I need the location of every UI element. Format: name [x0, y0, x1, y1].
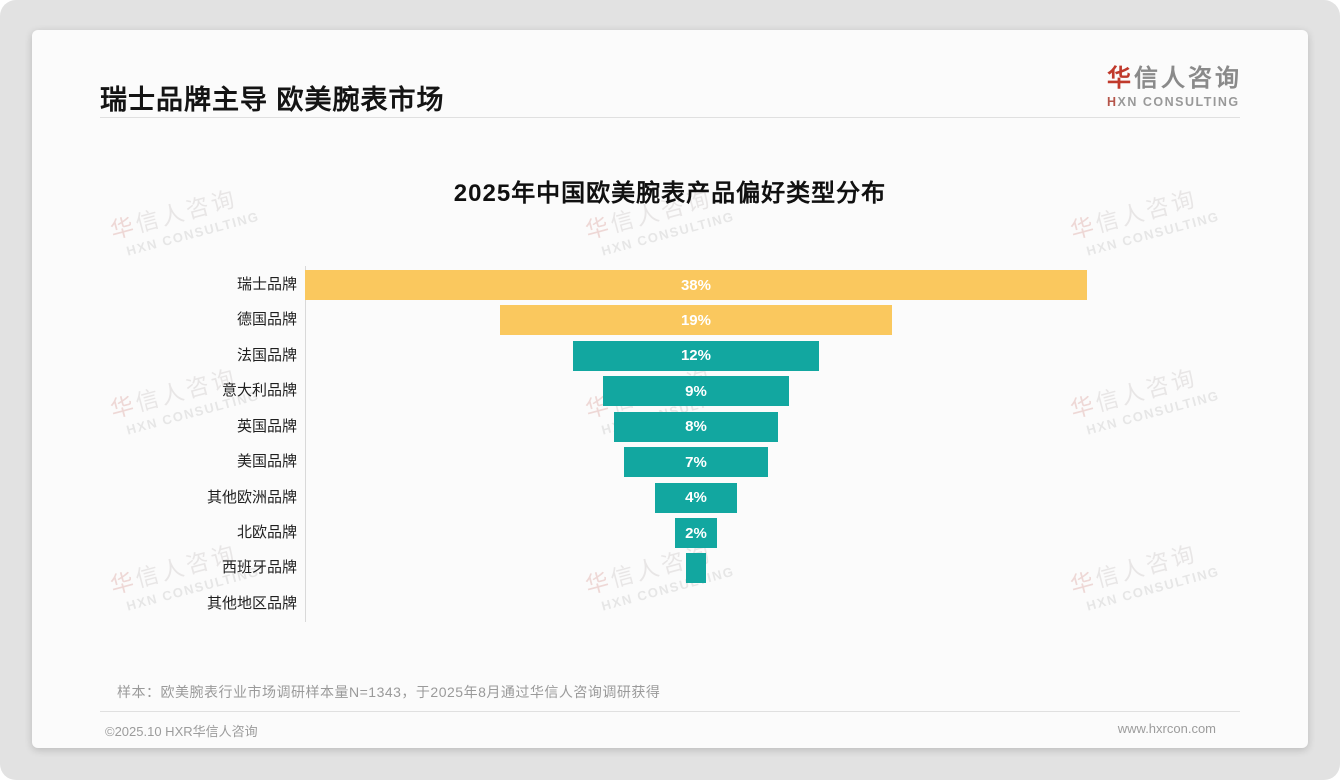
- funnel-chart: 瑞士品牌 38% 德国品牌 19% 法国品牌 12% 意大利品牌 9% 英国品牌 8% 美国品牌 7%…: [32, 30, 1308, 748]
- chart-row: 德国品牌 19%: [32, 305, 1308, 336]
- category-label: 北欧品牌: [236, 524, 297, 541]
- category-label: 西班牙品牌: [221, 559, 297, 577]
- bar-value-label: 8%: [685, 418, 707, 436]
- chart-axis-line: [305, 266, 306, 622]
- copyright-text: ©2025.10 HXR华信人咨询: [105, 724, 258, 739]
- bar-value-label: 9%: [685, 382, 707, 400]
- chart-row: 瑞士品牌 38%: [32, 270, 1308, 300]
- funnel-bar: 12%: [572, 340, 820, 371]
- chart-title: 2025年中国欧美腕表产品偏好类型分布: [453, 180, 887, 207]
- category-label: 其他地区品牌: [206, 594, 297, 612]
- bar-value-label: 38%: [680, 276, 711, 294]
- company-logo: 华信人咨询 HXN CONSULTING: [1107, 58, 1242, 109]
- sample-note: 样本：欧美腕表行业市场调研样本量N=1343，于2025年8月通过华信人咨询调研…: [117, 684, 661, 700]
- chart-row: 美国品牌 7%: [32, 447, 1308, 478]
- category-label: 瑞士品牌: [236, 276, 297, 293]
- bar-value-label: 2%: [685, 524, 707, 542]
- category-label: 意大利品牌: [221, 382, 297, 400]
- header-divider: [100, 117, 1240, 118]
- bar-value-label: 7%: [685, 453, 707, 471]
- website-text: www.hxrcon.com: [1117, 721, 1216, 736]
- category-label: 其他欧洲品牌: [206, 488, 297, 506]
- bar-value-label: 12%: [680, 347, 711, 365]
- bar-value-label: 4%: [685, 489, 707, 507]
- chart-row: 英国品牌 8%: [32, 411, 1308, 442]
- page-title: 瑞士品牌主导 欧美腕表市场: [100, 85, 445, 115]
- chart-row: 其他地区品牌: [32, 589, 1308, 619]
- bar-value-label: 19%: [680, 311, 711, 329]
- footer-divider: [100, 711, 1240, 712]
- category-label: 美国品牌: [236, 453, 297, 471]
- category-label: 德国品牌: [236, 311, 297, 329]
- logo-zh-text: 华信人咨询: [1107, 65, 1242, 92]
- funnel-bar: 7%: [623, 447, 769, 478]
- chart-row: 西班牙品牌: [32, 553, 1308, 584]
- funnel-bar: [685, 553, 707, 584]
- funnel-bar: 38%: [304, 270, 1087, 300]
- funnel-bar: 4%: [654, 482, 738, 513]
- chart-row: 法国品牌 12%: [32, 340, 1308, 371]
- funnel-bar: 8%: [613, 411, 779, 442]
- footer: ©2025.10 HXR华信人咨询 www.hxrcon.com: [105, 721, 1216, 740]
- slide-card: 华信人咨询 HXN CONSULTING 华信人咨询 HXN CONSULTING 华信…: [32, 30, 1308, 748]
- funnel-bar: 19%: [500, 305, 892, 336]
- chart-row: 北欧品牌 2%: [32, 518, 1308, 548]
- chart-row: 其他欧洲品牌 4%: [32, 482, 1308, 513]
- chart-row: 意大利品牌 9%: [32, 376, 1308, 407]
- category-label: 英国品牌: [236, 417, 297, 435]
- funnel-bar: 9%: [603, 376, 789, 407]
- category-label: 法国品牌: [236, 346, 297, 364]
- funnel-bar: 2%: [675, 518, 717, 548]
- logo-en-text: HXN CONSULTING: [1107, 95, 1240, 109]
